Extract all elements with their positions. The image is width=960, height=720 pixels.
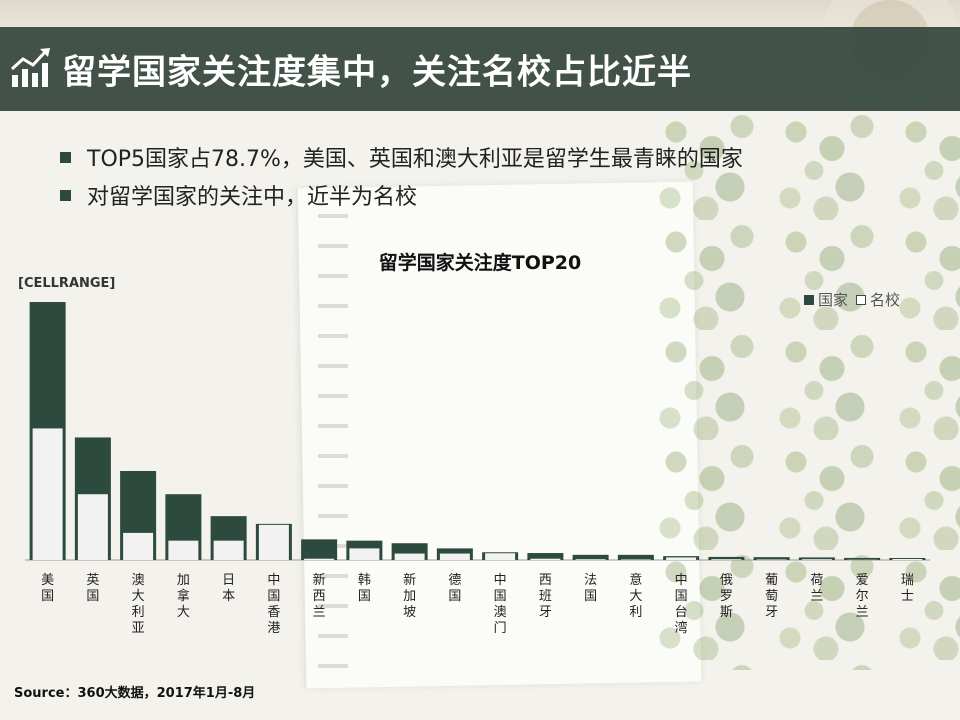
legend-item-country: 国家 bbox=[804, 289, 848, 310]
plant-leaves bbox=[640, 110, 960, 670]
legend-label-country: 国家 bbox=[818, 291, 849, 309]
legend-swatch-country bbox=[804, 294, 814, 305]
bullet-list: TOP5国家占78.7%，美国、英国和澳大利亚是留学生最青睐的国家 对留学国家的… bbox=[60, 138, 743, 214]
chart-legend: 国家 名校 bbox=[804, 289, 908, 310]
bullet-marker bbox=[60, 189, 71, 201]
bullet-text: TOP5国家占78.7%，美国、英国和澳大利亚是留学生最青睐的国家 bbox=[87, 147, 743, 172]
bullet-item: 对留学国家的关注中，近半为名校 bbox=[60, 176, 743, 214]
wood-texture bbox=[0, 0, 960, 30]
legend-swatch-school bbox=[856, 294, 867, 305]
bar-chart-trend-icon bbox=[10, 48, 50, 87]
source-note: Source：360大数据，2017年1月-8月 bbox=[14, 686, 256, 701]
bullet-marker bbox=[60, 151, 71, 163]
title-bar: 留学国家关注度集中，关注名校占比近半 bbox=[0, 27, 960, 111]
bullet-item: TOP5国家占78.7%，美国、英国和澳大利亚是留学生最青睐的国家 bbox=[60, 138, 743, 176]
legend-item-school: 名校 bbox=[856, 289, 900, 310]
chart-annotation: [CELLRANGE] bbox=[18, 276, 116, 291]
bullet-text: 对留学国家的关注中，近半为名校 bbox=[87, 185, 418, 210]
legend-label-school: 名校 bbox=[870, 291, 901, 309]
chart-title: 留学国家关注度TOP20 bbox=[378, 252, 582, 274]
page-title: 留学国家关注度集中，关注名校占比近半 bbox=[62, 52, 692, 93]
notebook-spiral bbox=[318, 200, 348, 670]
